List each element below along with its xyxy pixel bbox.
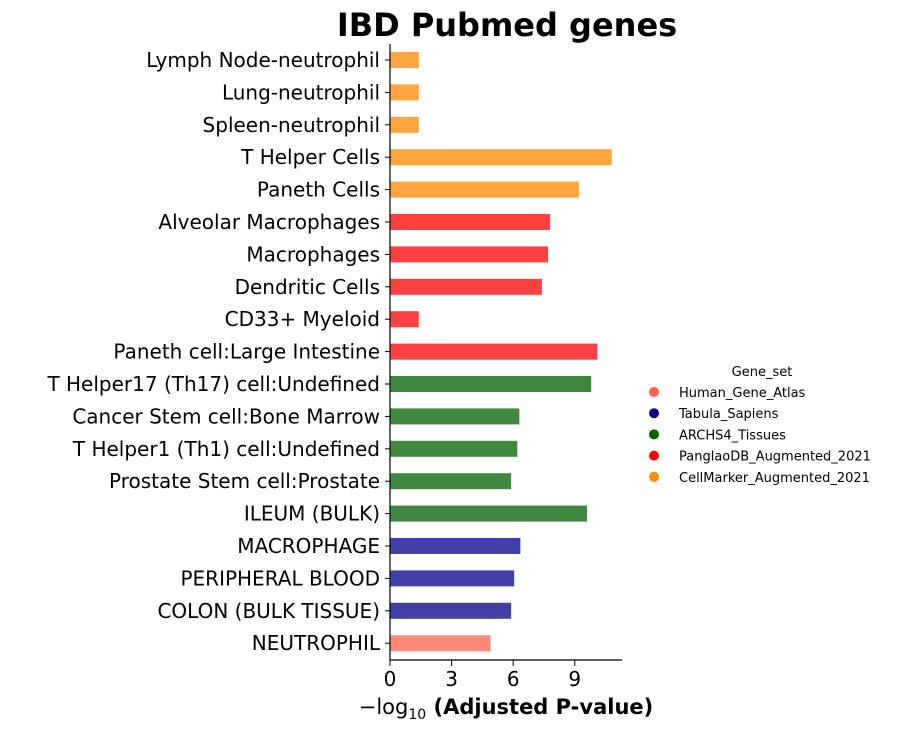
y-tick-label: Macrophages bbox=[246, 242, 380, 266]
y-tick-label: CD33+ Myeloid bbox=[225, 307, 380, 331]
bar-13 bbox=[390, 473, 512, 490]
y-tick-label: Lung-neutrophil bbox=[222, 80, 380, 104]
bar-17 bbox=[390, 602, 512, 619]
x-tick-label: 6 bbox=[507, 667, 520, 691]
bar-3 bbox=[390, 149, 612, 166]
legend-label: CellMarker_Augmented_2021 bbox=[679, 471, 870, 486]
bars-layer bbox=[390, 52, 612, 652]
legend-label: Tabula_Sapiens bbox=[678, 407, 779, 422]
bar-14 bbox=[390, 505, 588, 522]
x-tick-label: 9 bbox=[568, 667, 581, 691]
legend-marker bbox=[649, 408, 659, 419]
x-axis-label: −log10 (Adjusted P-value) bbox=[359, 695, 654, 723]
y-tick-label: Cancer Stem cell:Bone Marrow bbox=[72, 404, 380, 428]
bar-10 bbox=[390, 376, 592, 392]
legend-marker bbox=[649, 429, 659, 440]
legend-marker bbox=[649, 450, 659, 461]
bar-1 bbox=[390, 84, 419, 101]
y-tick-label: T Helper Cells bbox=[240, 145, 380, 169]
bar-9 bbox=[390, 343, 598, 360]
bar-2 bbox=[390, 116, 419, 133]
bar-7 bbox=[390, 278, 542, 295]
y-tick-label: Alveolar Macrophages bbox=[158, 210, 380, 234]
y-tick-label: ILEUM (BULK) bbox=[244, 502, 380, 526]
chart-title: IBD Pubmed genes bbox=[337, 6, 677, 44]
y-tick-label: MACROPHAGE bbox=[237, 534, 380, 558]
x-axis-label-prefix: −log bbox=[359, 695, 409, 719]
y-tick-labels: Lymph Node-neutrophil Lung-neutrophil Sple… bbox=[46, 48, 390, 655]
bar-0 bbox=[390, 52, 419, 68]
bar-4 bbox=[390, 181, 579, 198]
x-axis-label-main: (Adjusted P-value) bbox=[426, 695, 653, 719]
y-tick-label: NEUTROPHIL bbox=[252, 631, 381, 655]
legend-label: PanglaoDB_Augmented_2021 bbox=[679, 450, 871, 465]
legend-marker bbox=[649, 387, 659, 397]
bar-5 bbox=[390, 214, 551, 230]
y-tick-label: Spleen-neutrophil bbox=[203, 113, 380, 137]
bar-16 bbox=[390, 570, 515, 587]
bar-6 bbox=[390, 246, 549, 263]
bar-15 bbox=[390, 538, 521, 554]
axes bbox=[389, 44, 622, 661]
y-tick-label: PERIPHERAL BLOOD bbox=[180, 566, 380, 590]
x-tick-label: 3 bbox=[445, 667, 458, 691]
x-tick-label: 0 bbox=[384, 667, 397, 691]
legend-title: Gene_set bbox=[732, 365, 793, 380]
y-tick-label: COLON (BULK TISSUE) bbox=[157, 599, 380, 623]
bar-11 bbox=[390, 408, 520, 425]
y-tick-label: T Helper17 (Th17) cell:Undefined bbox=[46, 372, 380, 396]
bar-12 bbox=[390, 440, 518, 457]
legend-entries: Human_Gene_Atlas Tabula_Sapiens ARCHS4_Tis… bbox=[649, 386, 871, 486]
y-tick-label: Paneth cell:Large Intestine bbox=[113, 340, 380, 364]
legend: Gene_set Human_Gene_Atlas Tabula_Sapiens A… bbox=[649, 365, 871, 486]
x-ticks: 0 3 6 9 bbox=[384, 660, 581, 691]
x-axis-label-subscript: 10 bbox=[408, 707, 426, 723]
y-tick-label: Dendritic Cells bbox=[235, 275, 380, 299]
y-tick-label: Prostate Stem cell:Prostate bbox=[109, 469, 380, 493]
bar-18 bbox=[390, 635, 491, 652]
y-tick-label: T Helper1 (Th1) cell:Undefined bbox=[72, 437, 380, 461]
y-tick-label: Lymph Node-neutrophil bbox=[146, 48, 380, 72]
legend-label: ARCHS4_Tissues bbox=[679, 428, 786, 443]
y-tick-label: Paneth Cells bbox=[257, 178, 380, 202]
legend-label: Human_Gene_Atlas bbox=[679, 386, 806, 401]
legend-marker bbox=[649, 471, 659, 482]
bar-8 bbox=[390, 311, 419, 328]
